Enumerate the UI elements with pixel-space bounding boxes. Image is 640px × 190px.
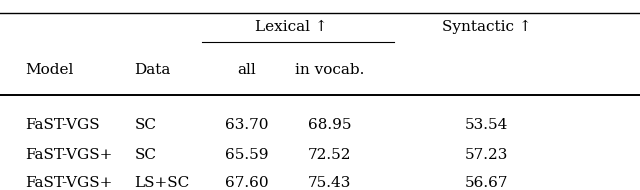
Text: FaST-VGS+: FaST-VGS+ bbox=[26, 148, 113, 162]
Text: all: all bbox=[237, 63, 256, 77]
Text: Lexical ↑: Lexical ↑ bbox=[255, 20, 328, 34]
Text: 65.59: 65.59 bbox=[225, 148, 268, 162]
Text: Data: Data bbox=[134, 63, 171, 77]
Text: 67.60: 67.60 bbox=[225, 176, 268, 190]
Text: 63.70: 63.70 bbox=[225, 118, 268, 132]
Text: FaST-VGS: FaST-VGS bbox=[26, 118, 100, 132]
Text: 72.52: 72.52 bbox=[308, 148, 351, 162]
Text: SC: SC bbox=[134, 118, 156, 132]
Text: 75.43: 75.43 bbox=[308, 176, 351, 190]
Text: LS+SC: LS+SC bbox=[134, 176, 189, 190]
Text: Model: Model bbox=[26, 63, 74, 77]
Text: 53.54: 53.54 bbox=[465, 118, 508, 132]
Text: FaST-VGS+: FaST-VGS+ bbox=[26, 176, 113, 190]
Text: SC: SC bbox=[134, 148, 156, 162]
Text: Syntactic ↑: Syntactic ↑ bbox=[442, 20, 531, 34]
Text: 68.95: 68.95 bbox=[308, 118, 351, 132]
Text: in vocab.: in vocab. bbox=[295, 63, 364, 77]
Text: 57.23: 57.23 bbox=[465, 148, 508, 162]
Text: 56.67: 56.67 bbox=[465, 176, 508, 190]
